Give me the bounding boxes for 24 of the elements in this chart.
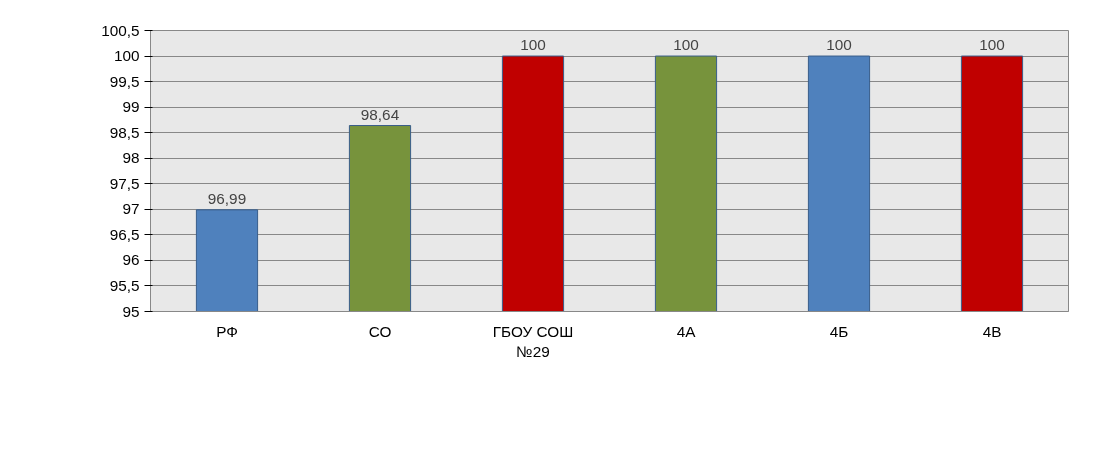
x-tick-label: 4А — [676, 322, 697, 340]
y-tick-label: 97 — [122, 200, 140, 218]
y-tick-label: 100,5 — [101, 21, 140, 39]
y-tick-label: 96 — [122, 251, 140, 269]
y-tick-label: 97,5 — [109, 174, 140, 192]
data-label: 100 — [673, 36, 699, 54]
y-tick-label: 100 — [113, 47, 140, 65]
y-tick-label: 98 — [122, 149, 140, 167]
y-tick-label: 95 — [122, 302, 140, 320]
data-label: 100 — [979, 36, 1005, 54]
data-label: 98,64 — [360, 105, 400, 123]
data-label: 100 — [520, 36, 546, 54]
data-label: 100 — [826, 36, 852, 54]
y-tick-label: 98,5 — [109, 123, 140, 141]
x-tick-label: 4В — [982, 322, 1002, 340]
y-tick-label: 99,5 — [109, 72, 140, 90]
x-tick-label: РФ — [216, 322, 238, 340]
y-tick-label: 96,5 — [109, 225, 140, 243]
y-tick-label: 99 — [122, 98, 140, 116]
data-label: 96,99 — [207, 189, 247, 207]
x-tick-label: 4Б — [829, 322, 849, 340]
x-tick-label: ГБОУ СОШ №29 — [492, 322, 574, 360]
y-tick-label: 95,5 — [109, 276, 140, 294]
x-tick-label: СО — [368, 322, 392, 340]
